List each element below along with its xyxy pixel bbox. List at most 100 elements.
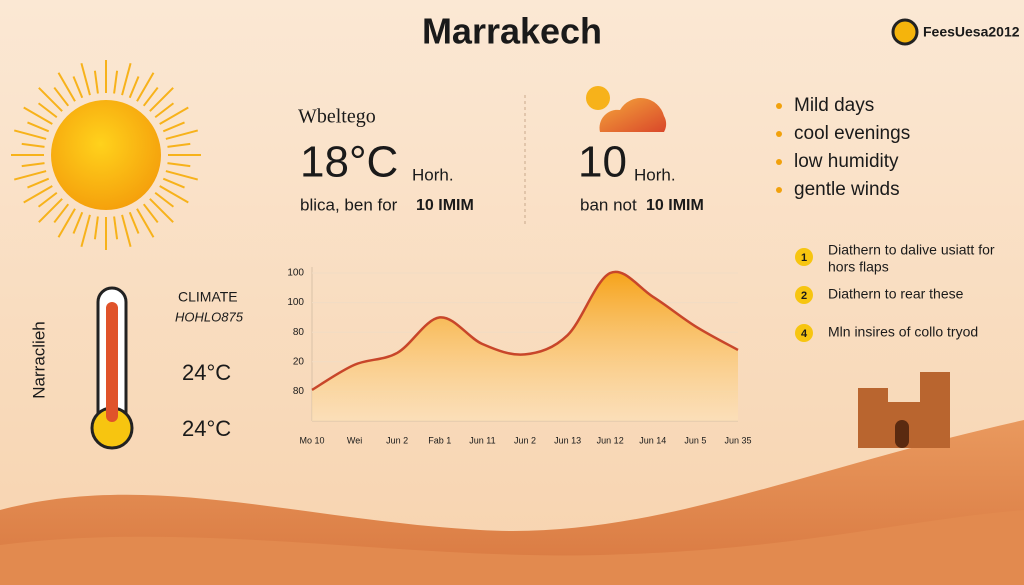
step-number: 1 — [801, 252, 807, 264]
ray — [121, 214, 132, 248]
x-tick-label: Jun 2 — [514, 435, 536, 445]
title: Marrakech — [422, 11, 602, 52]
ray — [149, 87, 174, 112]
ray — [154, 191, 175, 208]
bullet-dot — [776, 187, 782, 193]
step-badge — [795, 324, 813, 342]
ray — [149, 198, 174, 223]
ray — [93, 70, 99, 94]
ray — [159, 185, 189, 204]
ray — [21, 142, 45, 148]
ray — [13, 170, 47, 181]
ray — [23, 185, 53, 204]
step-badge — [795, 248, 813, 266]
thermometer-fill — [106, 302, 118, 422]
ray — [136, 208, 155, 238]
ray — [37, 191, 58, 208]
line — [311, 270, 739, 391]
bullet-dot — [776, 103, 782, 109]
card-heading: Wbeltego — [298, 106, 376, 128]
bullet: cool evenings — [794, 123, 910, 144]
ray — [37, 102, 58, 119]
ray — [23, 106, 53, 125]
step-text: hors flaps — [828, 259, 889, 275]
ray — [93, 216, 99, 240]
ray — [162, 177, 185, 189]
sun-rays — [11, 60, 201, 250]
climate-heading: CLIMATE — [178, 289, 238, 305]
temp: 24°C — [182, 360, 231, 385]
vertical-label: Narraclieh — [29, 321, 48, 398]
ray — [165, 129, 199, 140]
y-tick-label: 80 — [293, 327, 305, 338]
sun — [51, 100, 161, 210]
brand: FeesUesa2012 — [923, 24, 1020, 40]
ray — [159, 106, 189, 125]
chart: 100 100 80 20 80 Mo 10 Wei Jun 2 Fab 1 Jun 11 Jun … — [287, 267, 752, 445]
bullet: Mild days — [794, 95, 874, 116]
ray — [38, 87, 63, 112]
x-tick-label: Jun 14 — [639, 435, 666, 445]
ray — [80, 214, 91, 248]
ray — [142, 203, 159, 224]
bullet: low humidity — [794, 151, 899, 172]
x-tick-label: Jun 12 — [597, 435, 624, 445]
bullet-dot — [776, 131, 782, 137]
ray — [128, 76, 140, 99]
x-tick-label: Wei — [347, 435, 362, 445]
area — [312, 271, 738, 421]
ray — [72, 211, 84, 234]
ray — [72, 76, 84, 99]
ray — [128, 211, 140, 234]
card-caption: blica, ben for — [300, 195, 398, 214]
ray — [136, 72, 155, 102]
step-number: 4 — [801, 328, 808, 340]
x-tick-label: Fab 1 — [428, 435, 451, 445]
ray — [167, 162, 191, 168]
ray — [53, 86, 70, 107]
x-tick-label: Jun 13 — [554, 435, 581, 445]
x-tick-label: Jun 35 — [724, 435, 751, 445]
kasbah — [858, 372, 950, 448]
card-unit: Horh. — [634, 165, 676, 184]
ray — [113, 70, 119, 94]
bullet-dot — [776, 159, 782, 165]
lists: Mild days cool evenings low humidity gentle… — [776, 95, 995, 342]
weather-cloud — [599, 98, 667, 132]
ray — [57, 208, 76, 238]
step-number: 2 — [801, 290, 807, 302]
weather-sun — [586, 86, 610, 110]
card-caption-value: 10 IMIM — [646, 197, 704, 214]
ray — [21, 162, 45, 168]
x-tick-label: Mo 10 — [299, 435, 324, 445]
step-text: Diathern to dalive usiatt for — [828, 242, 995, 258]
dune-front — [0, 510, 1024, 585]
climate-code: HOHLO875 — [175, 309, 244, 324]
step-badge — [795, 286, 813, 304]
ray — [13, 129, 47, 140]
temp: 24°C — [182, 416, 231, 441]
y-tick-label: 20 — [293, 356, 305, 367]
ray — [80, 62, 91, 96]
step-text: Diathern to rear these — [828, 286, 964, 302]
ray — [165, 170, 199, 181]
ray — [27, 177, 50, 189]
card-value: 10 — [578, 138, 627, 187]
ray — [57, 72, 76, 102]
ray — [27, 121, 50, 133]
ray — [53, 203, 70, 224]
ray — [162, 121, 185, 133]
bullet: gentle winds — [794, 179, 900, 200]
ray — [167, 142, 191, 148]
card-value: 18°C — [300, 138, 398, 187]
brand-logo — [891, 18, 919, 46]
card-caption-value: 10 IMIM — [416, 197, 474, 214]
y-tick-label: 80 — [293, 386, 305, 397]
step-text: Mln insires of collo tryod — [828, 324, 978, 340]
ray — [121, 62, 132, 96]
y-tick-label: 100 — [287, 268, 304, 279]
ray — [154, 102, 175, 119]
x-tick-label: Jun 2 — [386, 435, 408, 445]
